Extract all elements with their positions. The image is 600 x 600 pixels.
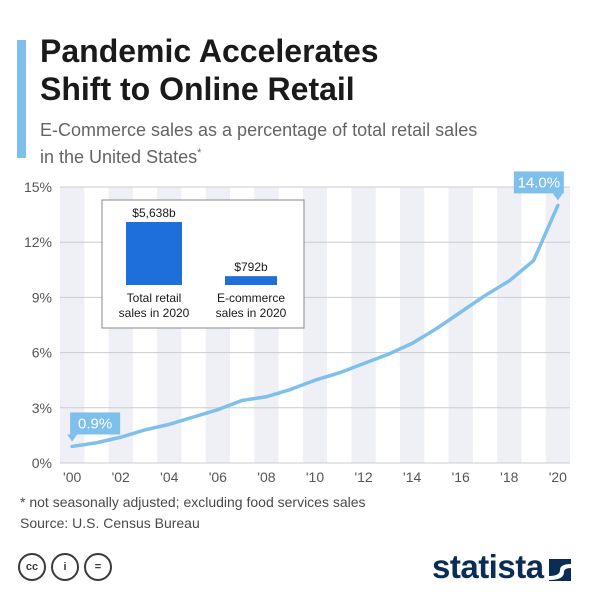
- x-tick-label: '08: [257, 469, 275, 485]
- data-label: 14.0%: [518, 174, 561, 191]
- callout-box: [513, 171, 564, 194]
- y-tick-label: 6%: [32, 345, 52, 361]
- statista-logo-text: statista: [432, 548, 544, 585]
- callout-pointer: [67, 434, 78, 442]
- footnote: * not seasonally adjusted; excluding foo…: [20, 494, 366, 510]
- y-tick-label: 0%: [32, 455, 52, 471]
- source-note: Source: U.S. Census Bureau: [20, 515, 200, 531]
- chart-subtitle: E-Commerce sales as a percentage of tota…: [40, 119, 580, 169]
- x-tick-label: '10: [306, 469, 324, 485]
- year-stripe: [351, 187, 376, 463]
- inset-category-label: Total retail: [127, 291, 182, 305]
- no-derivatives-icon[interactable]: =: [84, 553, 112, 581]
- x-tick-label: '20: [549, 469, 567, 485]
- x-tick-label: '18: [500, 469, 518, 485]
- year-stripe: [302, 187, 328, 463]
- x-tick-label: '06: [209, 469, 227, 485]
- y-tick-label: 9%: [32, 289, 52, 305]
- year-stripe: [400, 187, 425, 463]
- inset-value-label: $5,638b: [132, 206, 176, 220]
- data-label: 0.9%: [78, 415, 112, 432]
- y-tick-label: 12%: [24, 234, 52, 250]
- x-tick-label: '16: [452, 469, 470, 485]
- inset-category-label: E-commerce: [217, 291, 285, 305]
- chart-title: Pandemic Accelerates Shift to Online Ret…: [40, 33, 379, 107]
- callout-pointer: [552, 193, 563, 201]
- x-tick-label: '14: [403, 469, 421, 485]
- line-chart: 0% 3% 6% 9% 12% 15% '00 '02 '04 '06 '08 '10 '12 '14 '1…: [24, 171, 570, 485]
- year-stripe: [497, 187, 522, 463]
- attribution-icon[interactable]: i: [51, 553, 79, 581]
- inset-category-label: sales in 2020: [119, 306, 190, 320]
- x-tick-label: '12: [354, 469, 372, 485]
- x-tick-label: '04: [160, 469, 178, 485]
- y-tick-label: 3%: [32, 400, 52, 416]
- y-tick-label: 15%: [24, 179, 52, 195]
- series-line: [70, 203, 560, 449]
- inset-category-label: sales in 2020: [216, 306, 287, 320]
- year-stripe: [448, 187, 473, 463]
- x-tick-label: '02: [112, 469, 130, 485]
- callout-box: [70, 412, 121, 435]
- license-icons: cc i =: [18, 553, 112, 581]
- title-accent-bar: [17, 40, 26, 158]
- inset-value-label: $792b: [234, 260, 268, 274]
- x-tick-label: '00: [63, 469, 81, 485]
- statista-mark-icon: [548, 558, 571, 581]
- inset-bar: [225, 276, 277, 285]
- subtitle-text: E-Commerce sales as a percentage of tota…: [40, 120, 478, 167]
- creative-commons-icon[interactable]: cc: [18, 553, 46, 581]
- year-stripe: [545, 187, 570, 463]
- statista-logo[interactable]: statista: [432, 550, 571, 583]
- subtitle-asterisk: *: [197, 147, 202, 159]
- inset-bar: [126, 222, 182, 285]
